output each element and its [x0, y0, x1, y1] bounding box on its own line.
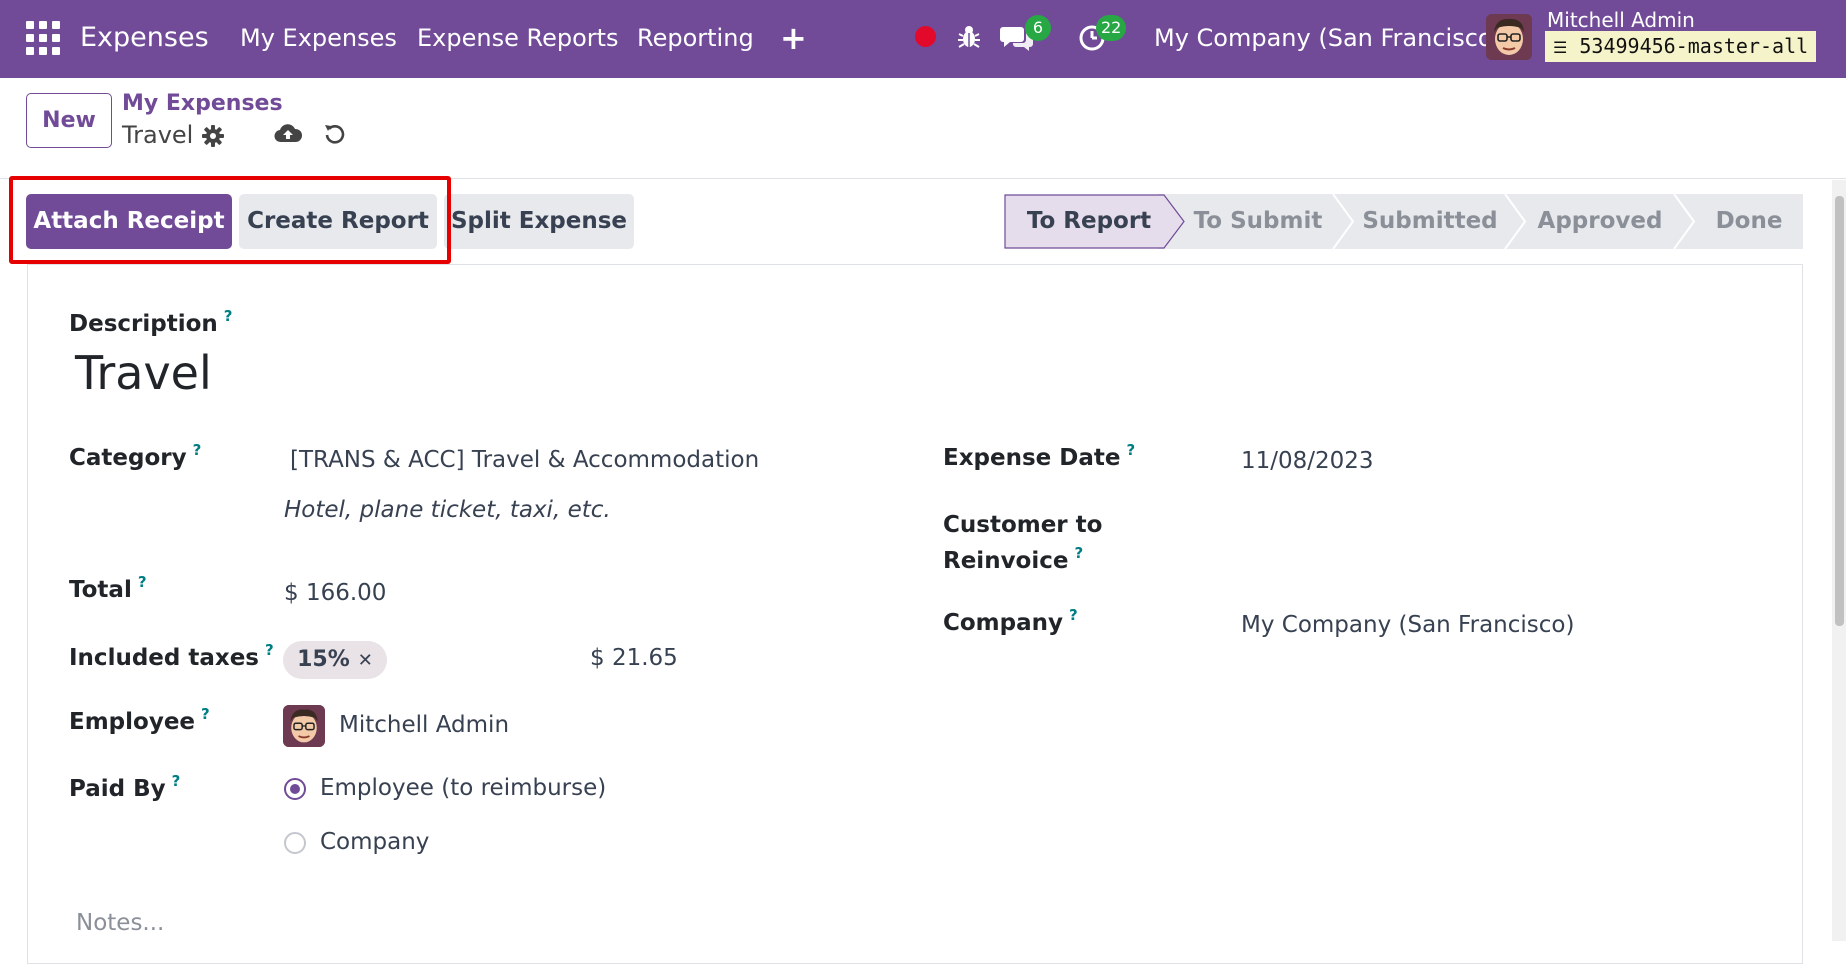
stage-submitted[interactable]: Submitted: [1362, 208, 1498, 234]
breadcrumb-current: Travel: [122, 121, 194, 149]
expense-date-label: Expense Date?: [943, 441, 1136, 471]
help-icon[interactable]: ?: [223, 307, 233, 325]
company-switcher[interactable]: My Company (San Francisco): [1154, 24, 1502, 52]
scrollbar-thumb[interactable]: [1835, 196, 1844, 626]
paid-by-label: Paid By?: [69, 772, 181, 802]
paid-by-company-label[interactable]: Company: [320, 829, 430, 855]
company-label: Company?: [943, 606, 1078, 636]
form-sheet: [27, 264, 1803, 964]
help-icon[interactable]: ?: [192, 441, 202, 459]
employee-avatar: [283, 705, 325, 747]
status-bar: To Report To Submit Submitted Approved D…: [1003, 194, 1803, 249]
tag-remove-icon[interactable]: ✕: [357, 650, 373, 671]
paid-by-employee-radio[interactable]: [284, 778, 306, 800]
total-field[interactable]: $ 166.00: [284, 580, 387, 606]
stage-done[interactable]: Done: [1715, 208, 1783, 234]
top-navbar: Expenses My Expenses Expense Reports Rep…: [0, 0, 1846, 78]
notes-field[interactable]: Notes...: [76, 910, 165, 936]
tax-tag-label: 15%: [297, 647, 350, 672]
paid-by-employee-label[interactable]: Employee (to reimburse): [320, 775, 607, 801]
activities-count-badge: 22: [1096, 15, 1127, 41]
database-chip: ☰ 53499456-master-all: [1545, 31, 1817, 62]
help-icon[interactable]: ?: [201, 705, 210, 723]
record-icon[interactable]: [915, 26, 936, 47]
customer-reinvoice-label-line1: Customer to: [943, 512, 1103, 538]
breadcrumb-my-expenses[interactable]: My Expenses: [122, 91, 283, 116]
save-cloud-icon[interactable]: [274, 122, 302, 146]
database-name: 53499456-master-all: [1579, 34, 1809, 58]
new-button[interactable]: New: [26, 93, 112, 148]
help-icon[interactable]: ?: [1074, 544, 1084, 562]
total-label: Total?: [69, 573, 147, 603]
control-panel-divider: [0, 178, 1846, 179]
tax-tag[interactable]: 15% ✕: [283, 641, 387, 679]
menu-reporting[interactable]: Reporting: [637, 24, 754, 52]
description-label: Description?: [69, 307, 233, 337]
debug-icon[interactable]: [957, 24, 981, 50]
description-input[interactable]: Travel: [75, 346, 212, 400]
tax-amount: $ 21.65: [590, 645, 678, 671]
help-icon[interactable]: ?: [171, 772, 181, 790]
expense-date-field[interactable]: 11/08/2023: [1241, 448, 1374, 474]
user-avatar[interactable]: [1486, 14, 1532, 60]
customer-reinvoice-label-line2: Reinvoice?: [943, 544, 1084, 574]
messages-icon[interactable]: [1000, 23, 1034, 53]
database-icon: ☰: [1553, 38, 1568, 57]
attach-receipt-button[interactable]: Attach Receipt: [26, 194, 232, 249]
help-icon[interactable]: ?: [137, 573, 147, 591]
customer-reinvoice-field[interactable]: [1241, 540, 1741, 576]
stage-to-submit[interactable]: To Submit: [1193, 208, 1323, 234]
user-name[interactable]: Mitchell Admin: [1547, 8, 1695, 32]
quick-create-icon[interactable]: +: [780, 19, 807, 57]
help-icon[interactable]: ?: [1069, 606, 1078, 624]
menu-my-expenses[interactable]: My Expenses: [240, 24, 397, 52]
help-icon[interactable]: ?: [1126, 441, 1136, 459]
annotation-highlight-box: [9, 176, 451, 264]
menu-expense-reports[interactable]: Expense Reports: [417, 24, 619, 52]
create-report-button[interactable]: Create Report: [239, 194, 437, 249]
included-taxes-label: Included taxes?: [69, 641, 274, 671]
discard-undo-icon[interactable]: [323, 122, 347, 146]
paid-by-company-radio[interactable]: [284, 832, 306, 854]
stage-to-report[interactable]: To Report: [1026, 208, 1152, 234]
apps-menu-icon[interactable]: [26, 21, 60, 55]
category-label: Category?: [69, 441, 202, 471]
split-expense-button[interactable]: Split Expense: [444, 194, 634, 249]
company-field[interactable]: My Company (San Francisco): [1241, 612, 1575, 638]
help-icon[interactable]: ?: [265, 641, 274, 659]
employee-field[interactable]: Mitchell Admin: [339, 712, 510, 738]
employee-label: Employee?: [69, 705, 210, 735]
category-field[interactable]: [TRANS & ACC] Travel & Accommodation: [290, 447, 760, 473]
stage-approved[interactable]: Approved: [1537, 208, 1663, 234]
app-name[interactable]: Expenses: [80, 22, 209, 53]
messages-count-badge: 6: [1025, 15, 1051, 41]
gear-icon[interactable]: [201, 124, 225, 148]
category-hint: Hotel, plane ticket, taxi, etc.: [284, 497, 611, 523]
